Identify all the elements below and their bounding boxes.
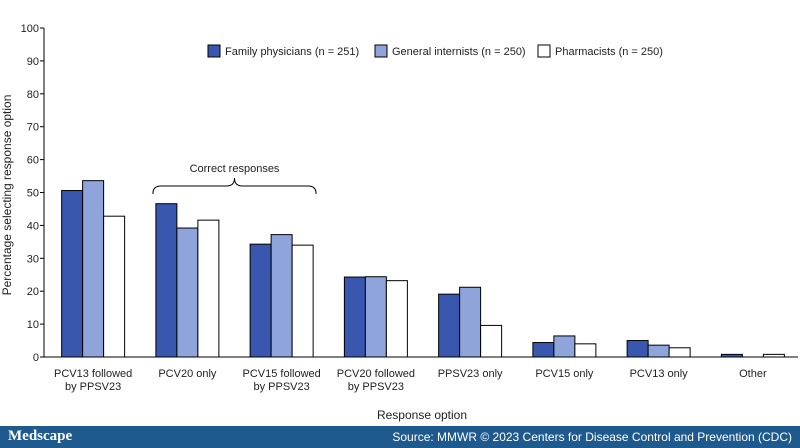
bar	[197, 219, 220, 358]
legend-swatch	[537, 44, 551, 58]
x-tick-label-line: by PPSV23	[253, 381, 309, 393]
bar	[103, 215, 126, 358]
x-tick-label: PCV20 only	[158, 368, 217, 380]
legend-swatch	[207, 44, 221, 58]
annotation-bracket	[152, 177, 317, 195]
source-credit: Source: MMWR © 2023 Centers for Disease …	[392, 430, 792, 444]
bar	[438, 293, 461, 358]
bar	[720, 353, 743, 358]
correct-responses-annotation: Correct responses	[152, 163, 317, 195]
x-tick-label: PPSV23 only	[438, 368, 503, 380]
y-tick-label: 70	[27, 122, 39, 134]
x-tick-label-line: PCV15 followed	[242, 368, 320, 380]
x-tick-label-line: Other	[739, 368, 767, 380]
y-tick-label: 90	[27, 56, 39, 68]
x-tick-label-line: PCV13 followed	[54, 368, 132, 380]
x-tick-label-line: PCV20 followed	[337, 368, 415, 380]
x-tick-label-line: PCV20 only	[158, 368, 217, 380]
bar	[61, 190, 84, 358]
bar	[291, 244, 314, 358]
x-tick-label-line: by PPSV23	[348, 381, 404, 393]
x-tick-label: PCV13 followed by PPSV23	[54, 368, 132, 393]
bar	[532, 342, 555, 358]
bar	[176, 227, 199, 358]
bar	[647, 344, 670, 358]
y-tick-label: 0	[33, 352, 39, 364]
x-tick-label: PCV13 only	[630, 368, 689, 380]
y-tick-label: 50	[27, 188, 39, 200]
bar	[574, 343, 597, 358]
legend-label: Family physicians (n = 251)	[225, 46, 359, 58]
legend-swatch	[374, 44, 388, 58]
x-tick-label: Other	[739, 368, 767, 380]
x-axis-title: Response option	[377, 408, 467, 422]
x-tick-label: PCV15 followed by PPSV23	[242, 368, 320, 393]
x-tick-label-line: PCV15 only	[535, 368, 594, 380]
legend-label: Pharmacists (n = 250)	[555, 46, 663, 58]
bar	[270, 234, 293, 358]
y-tick-label: 60	[27, 155, 39, 167]
bar	[155, 203, 178, 358]
medscape-logo: Medscape	[8, 428, 73, 444]
x-tick-label: PCV15 only	[535, 368, 594, 380]
x-tick-label-line: PCV13 only	[630, 368, 689, 380]
bar	[668, 347, 691, 358]
bar	[385, 280, 408, 358]
bar	[343, 276, 366, 358]
x-tick-label-line: by PPSV23	[65, 381, 121, 393]
bar	[480, 324, 503, 358]
y-axis-title: Percentage selecting response option	[0, 95, 14, 296]
footer-bar: Medscape Source: MMWR © 2023 Centers for…	[0, 426, 800, 448]
bar	[364, 276, 387, 358]
annotation-text: Correct responses	[190, 163, 280, 175]
legend-label: General internists (n = 250)	[392, 46, 526, 58]
y-tick-label: 100	[21, 23, 39, 35]
bar	[82, 180, 105, 358]
x-tick-label: PCV20 followed by PPSV23	[337, 368, 415, 393]
bar	[459, 286, 482, 358]
bar	[626, 340, 649, 358]
y-tick-label: 80	[27, 89, 39, 101]
legend: Family physicians (n = 251) General inter…	[207, 44, 663, 58]
y-tick-label: 40	[27, 220, 39, 232]
bar	[553, 335, 576, 358]
x-tick-label-line: PPSV23 only	[438, 368, 503, 380]
bar	[249, 243, 272, 358]
y-tick-label: 20	[27, 286, 39, 298]
bar	[762, 353, 785, 358]
y-axis: 0 10 20 30 40 50 60 70 80 90 100	[21, 23, 45, 364]
y-tick-label: 30	[27, 253, 39, 265]
y-tick-label: 10	[27, 319, 39, 331]
bars	[61, 180, 785, 358]
